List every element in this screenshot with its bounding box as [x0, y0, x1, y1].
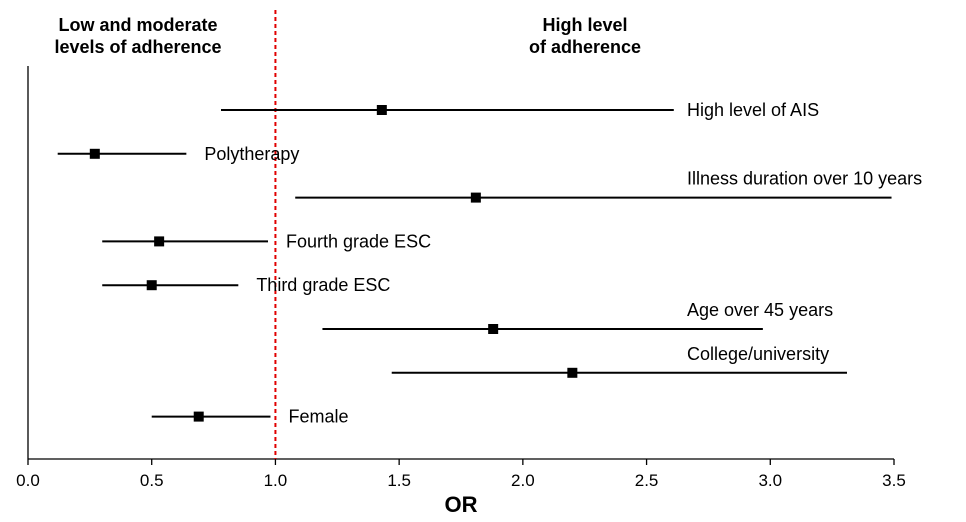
- x-tick-label: 0.5: [140, 471, 164, 490]
- region-label-low-line2: levels of adherence: [54, 37, 222, 57]
- x-axis-title: OR: [445, 492, 478, 517]
- row-label: Third grade ESC: [256, 275, 390, 295]
- row-label: Female: [288, 407, 348, 427]
- row-label: Fourth grade ESC: [286, 231, 431, 251]
- x-tick-label: 2.0: [511, 471, 535, 490]
- row-label: Age over 45 years: [687, 300, 833, 320]
- or-marker: [154, 236, 165, 247]
- region-label-low-line1: Low and moderate: [58, 15, 218, 35]
- or-marker: [89, 148, 100, 159]
- rows-group: High level of AIS Polytherapy Illness dura…: [57, 100, 922, 427]
- row-label: Polytherapy: [204, 144, 299, 164]
- region-label-low-adherence: Low and moderate levels of adherence: [18, 14, 258, 58]
- region-label-high-line1: High level: [542, 15, 628, 35]
- x-tick-label: 3.0: [758, 471, 782, 490]
- or-marker: [376, 105, 387, 115]
- row-label: Illness duration over 10 years: [687, 169, 922, 189]
- row-label: College/university: [687, 344, 829, 364]
- or-marker: [567, 367, 578, 378]
- x-tick-label: 3.5: [882, 471, 906, 490]
- row-label: High level of AIS: [687, 100, 819, 120]
- region-label-high-line2: of adherence: [528, 37, 642, 57]
- or-marker: [488, 324, 499, 334]
- or-marker: [146, 280, 157, 291]
- region-label-high-adherence: High level of adherence: [470, 14, 700, 58]
- axes: 0.0 0.5 1.0 1.5 2.0 2.5 3.0 3.5: [16, 66, 906, 490]
- x-tick-label: 1.0: [264, 471, 288, 490]
- x-tick-label: 0.0: [16, 471, 40, 490]
- x-tick-label: 2.5: [635, 471, 659, 490]
- or-marker: [470, 192, 481, 203]
- x-tick-label: 1.5: [387, 471, 411, 490]
- or-marker: [193, 411, 204, 422]
